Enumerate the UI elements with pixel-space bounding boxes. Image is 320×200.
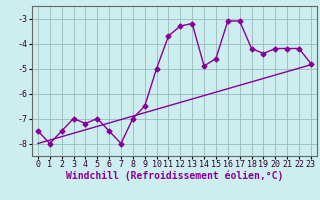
X-axis label: Windchill (Refroidissement éolien,°C): Windchill (Refroidissement éolien,°C) bbox=[66, 171, 283, 181]
